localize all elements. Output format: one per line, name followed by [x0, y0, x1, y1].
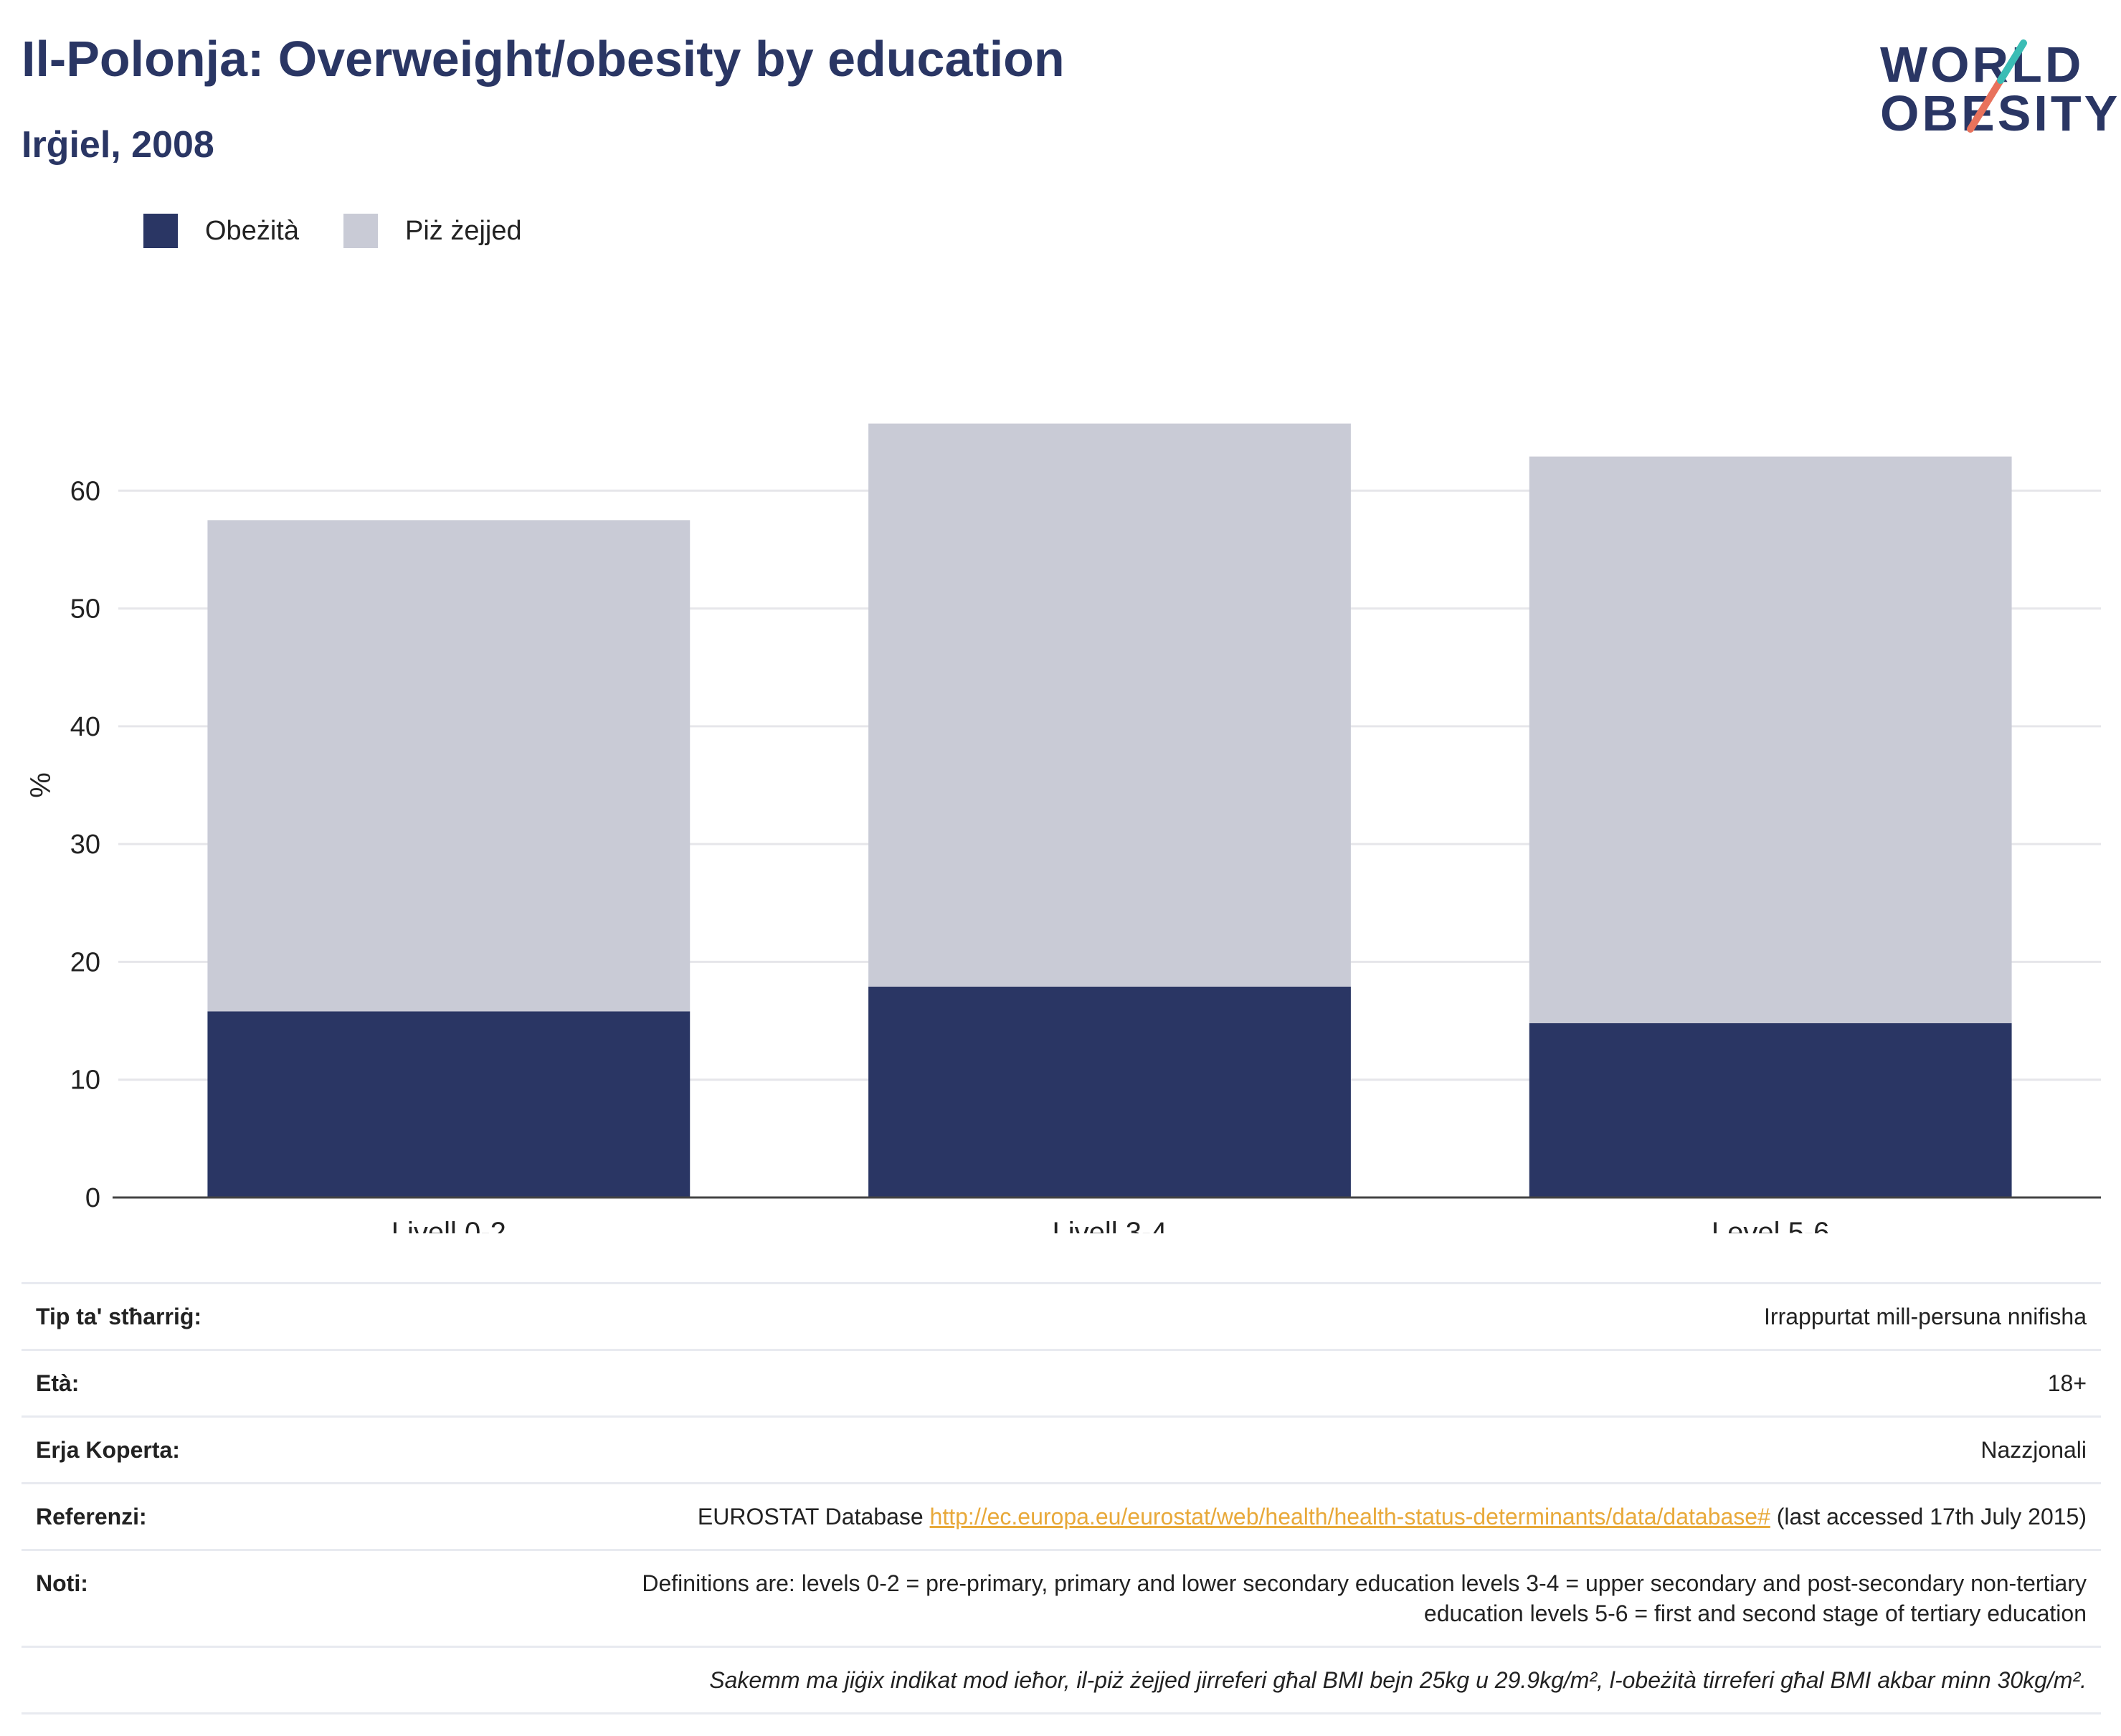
- y-tick-label: 50: [70, 594, 100, 625]
- chart-legend: Obeżità Piż żejjed: [143, 214, 566, 248]
- bar-overweight: [207, 520, 691, 1012]
- info-row-area: Erja Koperta: Nazzjonali: [22, 1415, 2101, 1482]
- bar-overweight: [868, 423, 1351, 987]
- y-tick-label: 40: [70, 712, 100, 742]
- info-value: EUROSTAT Database http://ec.europa.eu/eu…: [698, 1502, 2087, 1532]
- legend-label-obese: Obeżità: [205, 215, 299, 246]
- info-label: Età:: [36, 1370, 80, 1396]
- info-value: Definitions are: levels 0-2 = pre-primar…: [642, 1570, 2087, 1626]
- info-table: Tip ta' stħarriġ: Irrappurtat mill-persu…: [22, 1282, 2101, 1714]
- logo-line-1: WORLD: [1880, 37, 2084, 93]
- info-row-notes: Noti: Definitions are: levels 0-2 = pre-…: [22, 1549, 2101, 1646]
- bar-obese: [868, 986, 1351, 1197]
- y-axis-title: %: [25, 772, 57, 798]
- info-label: Erja Koperta:: [36, 1437, 180, 1463]
- x-tick-label: Livell 3-4: [1052, 1217, 1167, 1233]
- footnote-text: Sakemm ma jiġix indikat mod ieħor, il-pi…: [709, 1667, 2087, 1693]
- x-tick-label: Livell 0-2: [392, 1217, 506, 1233]
- info-row-reference: Referenzi: EUROSTAT Database http://ec.e…: [22, 1482, 2101, 1549]
- bar-obese: [1529, 1023, 2012, 1197]
- bar-obese: [207, 1011, 691, 1197]
- reference-prefix: EUROSTAT Database: [697, 1504, 930, 1529]
- info-value: 18+: [2047, 1370, 2087, 1396]
- legend-label-overweight: Piż żejjed: [404, 215, 522, 246]
- y-tick-label: 0: [85, 1183, 100, 1213]
- legend-swatch-overweight: [343, 214, 378, 248]
- info-value: Irrappurtat mill-persuna nnifisha: [1764, 1304, 2087, 1329]
- legend-item-obese[interactable]: Obeżità: [143, 214, 299, 248]
- legend-item-overweight[interactable]: Piż żejjed: [343, 214, 522, 248]
- info-row-age: Età: 18+: [22, 1349, 2101, 1415]
- info-label: Noti:: [36, 1570, 88, 1596]
- y-tick-label: 20: [70, 947, 100, 977]
- chart-subtitle: Irġiel, 2008: [22, 124, 214, 166]
- info-value: Nazzjonali: [1980, 1437, 2087, 1463]
- chart-title: Il-Polonja: Overweight/obesity by educat…: [22, 31, 1065, 87]
- info-label: Referenzi:: [36, 1504, 147, 1529]
- reference-suffix: (last accessed 17th July 2015): [1770, 1504, 2087, 1529]
- logo-slash-icon: [1967, 39, 2027, 133]
- info-row-footnote: Sakemm ma jiġix indikat mod ieħor, il-pi…: [22, 1646, 2101, 1714]
- x-tick-label: Level 5-6: [1712, 1217, 1830, 1233]
- info-row-survey-type: Tip ta' stħarriġ: Irrappurtat mill-persu…: [22, 1282, 2101, 1349]
- info-label: Tip ta' stħarriġ:: [36, 1304, 202, 1329]
- logo-line-2: OBESITY: [1880, 85, 2121, 141]
- y-tick-label: 30: [70, 830, 100, 860]
- reference-link[interactable]: http://ec.europa.eu/eurostat/web/health/…: [929, 1504, 1770, 1529]
- bar-overweight: [1529, 456, 2012, 1023]
- legend-swatch-obese: [143, 214, 178, 248]
- y-tick-label: 60: [70, 476, 100, 506]
- world-obesity-logo: WORLD OBESITY: [1864, 22, 2117, 158]
- bar-chart: 0 10 20 30 40 50 60% Livell 0-2 Livell 3-4 Level …: [25, 423, 2101, 1233]
- y-tick-label: 10: [70, 1066, 100, 1096]
